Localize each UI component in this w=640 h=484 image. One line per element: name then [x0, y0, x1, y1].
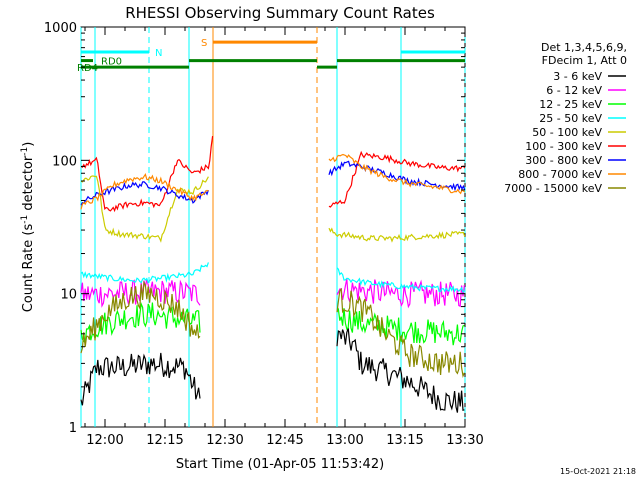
legend-label: 12 - 25 keV — [539, 98, 602, 111]
series-line — [80, 136, 214, 213]
status-label: N — [155, 48, 162, 59]
series-line — [328, 227, 466, 243]
legend-label: 300 - 800 keV — [525, 154, 602, 167]
series-line — [80, 173, 209, 210]
series-line — [80, 262, 209, 284]
series-50-100-kev — [80, 175, 466, 243]
series-25-50-kev — [80, 262, 465, 293]
timestamp: 15-Oct-2021 21:18 — [560, 467, 636, 476]
y-label-sup2: -1 — [20, 147, 30, 156]
x-tick-label: 12:30 — [206, 433, 243, 448]
x-tick-label: 12:00 — [86, 433, 123, 448]
series-line — [328, 150, 466, 208]
legend: Det 1,3,4,5,6,9, FDecim 1, Att 0 3 - 6 k… — [504, 41, 627, 195]
legend-label: 6 - 12 keV — [546, 84, 602, 97]
series-line — [80, 352, 201, 406]
series-line — [336, 307, 465, 346]
series-line — [328, 153, 466, 195]
series-line — [80, 301, 201, 344]
series-7000-15000-kev — [80, 280, 465, 378]
series-line — [80, 175, 209, 243]
legend-label: 100 - 300 keV — [525, 140, 602, 153]
series-line — [336, 267, 465, 293]
legend-header-line-2: FDecim 1, Att 0 — [542, 54, 627, 67]
x-tick-label: 13:30 — [446, 433, 483, 448]
series-12-25-kev — [80, 301, 465, 346]
y-tick-label: 1000 — [44, 21, 77, 36]
legend-header-line-1: Det 1,3,4,5,6,9, — [541, 41, 627, 54]
y-axis-label: Count Rate (s-1 detector-1) — [20, 142, 36, 313]
y-label-sup1: -1 — [20, 215, 30, 224]
x-tick-label: 13:15 — [386, 433, 423, 448]
chart-title: RHESSI Observing Summary Count Rates — [125, 4, 435, 22]
status-label: S — [201, 38, 207, 49]
series-layer — [80, 136, 466, 413]
x-axis-label: Start Time (01-Apr-05 11:53:42) — [176, 457, 384, 472]
series-line — [80, 280, 201, 354]
series-line — [336, 287, 465, 378]
status-label: RD4 — [77, 63, 98, 74]
y-tick-label: 10 — [60, 288, 77, 303]
x-tick-label: 12:15 — [146, 433, 183, 448]
legend-label: 800 - 7000 keV — [518, 168, 602, 181]
legend-label: 7000 - 15000 keV — [504, 182, 602, 195]
legend-label: 25 - 50 keV — [539, 112, 602, 125]
x-tick-label: 13:00 — [326, 433, 363, 448]
x-tick-label: 12:45 — [266, 433, 303, 448]
y-label-main: Count Rate (s — [21, 224, 36, 313]
legend-label: 50 - 100 keV — [532, 126, 602, 139]
y-label-mid: detector — [21, 155, 36, 215]
series-line — [336, 328, 465, 413]
series-line — [336, 278, 465, 309]
series-3-6-kev — [80, 328, 465, 413]
y-tick-label: 100 — [52, 154, 77, 169]
y-label-end: ) — [21, 142, 36, 147]
status-label: RD0 — [101, 57, 122, 68]
series-100-300-kev — [80, 136, 466, 213]
series-800-7000-kev — [80, 153, 466, 210]
x-axis: 12:00 12:15 12:30 12:45 13:00 13:15 13:30 — [84, 27, 484, 448]
legend-label: 3 - 6 keV — [553, 70, 602, 83]
y-axis: 1 10 100 1000 — [44, 21, 465, 436]
y-tick-label: 1 — [69, 421, 77, 436]
vertical-markers — [80, 27, 466, 427]
